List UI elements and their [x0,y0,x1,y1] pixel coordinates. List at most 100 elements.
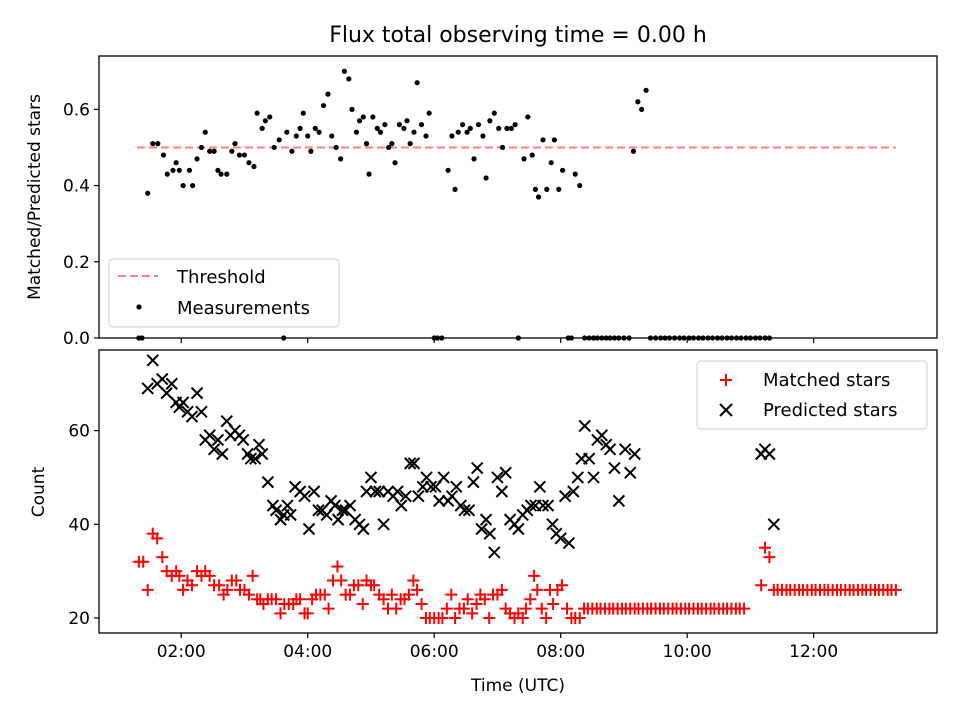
count-y-tick-label: 20 [68,609,90,629]
matched-star-marker [213,579,226,592]
predicted-star-marker [176,396,190,409]
count-y-axis-label: Count [29,466,49,517]
matched-star-marker [352,579,365,592]
predicted-star-marker [190,386,204,400]
measurement-point [198,144,205,151]
matched-star-marker [221,583,234,596]
matched-star-marker [294,593,307,606]
predicted-star-marker [307,485,321,498]
predicted-star-marker [587,471,600,484]
measurement-point [346,76,352,82]
predicted-star-marker [475,522,488,536]
measurement-point [241,152,248,158]
predicted-star-marker [403,457,417,470]
predicted-star-marker [364,471,378,484]
matched-star-marker [461,593,474,606]
x-tick-label: 12:00 [789,642,838,662]
matched-star-marker [531,583,544,596]
x-tick-label: 06:00 [410,642,459,662]
measurement-point [155,141,161,147]
matched-star-marker [177,583,190,596]
predicted-star-marker [261,475,275,489]
measurement-point [297,125,303,132]
measurement-point [262,118,268,124]
measurement-point [271,144,277,151]
measurement-point [460,121,466,128]
measurement-point [401,125,407,132]
measurements-legend-marker [136,304,142,310]
matched-star-marker [270,593,283,606]
predicted-star-marker [462,504,476,517]
measurement-point [445,167,451,173]
measurement-point [180,182,186,189]
predicted-star-marker [312,504,325,517]
measurement-point [333,144,339,151]
predicted-star-marker [343,499,357,512]
predicted-star-marker [328,499,342,512]
measurement-point [293,133,299,139]
ratio-y-tick-label: 0.6 [63,100,90,120]
matched-star-marker [440,602,453,615]
measurement-point [341,68,347,74]
matched-star-marker [445,588,458,601]
matched-star-marker [301,607,314,620]
measurement-point [308,148,314,154]
matched-star-marker [242,588,255,601]
measurement-point [353,129,360,135]
matched-star-marker [436,612,449,625]
measurement-point [251,163,257,170]
matched-star-marker [415,597,428,610]
measurement-point [246,160,252,166]
matched-legend-marker [720,374,732,386]
matched-star-marker [377,593,390,606]
measurement-point [370,114,376,120]
measurement-point [190,182,196,189]
measurements-legend-label: Measurements [177,298,310,319]
matched-stars-layer [132,527,902,625]
measurement-point [176,167,182,173]
count-y-tick-label: 40 [68,515,90,535]
measurement-point [635,99,641,105]
predicted-star-marker [491,471,504,484]
count-panel: Count Time (UTC) 20 40 60 02:00 04:00 06:00 08… [29,349,938,696]
measurement-point [487,118,493,124]
measurement-point [639,106,645,112]
x-tick-label: 08:00 [536,642,585,662]
measurement-point [449,133,455,139]
measurement-point [356,118,363,124]
measurement-point [480,133,486,139]
measurement-point [224,171,230,177]
x-tick-label: 02:00 [157,642,206,662]
matched-star-marker [356,597,369,610]
measurement-point [360,114,366,120]
matched-star-marker [457,602,470,615]
matched-star-marker [322,602,335,615]
matched-star-marker [385,588,398,601]
predicted-legend-marker [719,403,733,417]
predicted-star-marker [437,471,450,484]
matched-star-marker [540,612,553,625]
predicted-star-marker [612,494,626,508]
predicted-star-marker [767,518,781,531]
measurement-point [215,167,221,173]
matched-star-marker [763,551,776,564]
predicted-star-marker [369,485,382,498]
measurement-point [551,137,557,143]
predicted-star-marker [499,466,512,479]
measurement-point [229,148,235,154]
matched-star-marker [137,555,150,568]
predicted-star-marker [578,419,591,433]
measurement-point [363,141,370,147]
ratio-y-tick-label: 0.4 [63,177,90,197]
predicted-star-marker [541,499,555,512]
measurement-point [389,141,395,147]
measurement-point [218,171,224,177]
measurement-point [630,148,637,154]
predicted-star-marker [567,485,580,498]
matched-star-marker [755,579,768,592]
matched-star-marker [555,579,568,592]
matched-star-marker [758,541,771,554]
predicted-star-marker [424,480,438,494]
predicted-star-marker [479,513,493,526]
